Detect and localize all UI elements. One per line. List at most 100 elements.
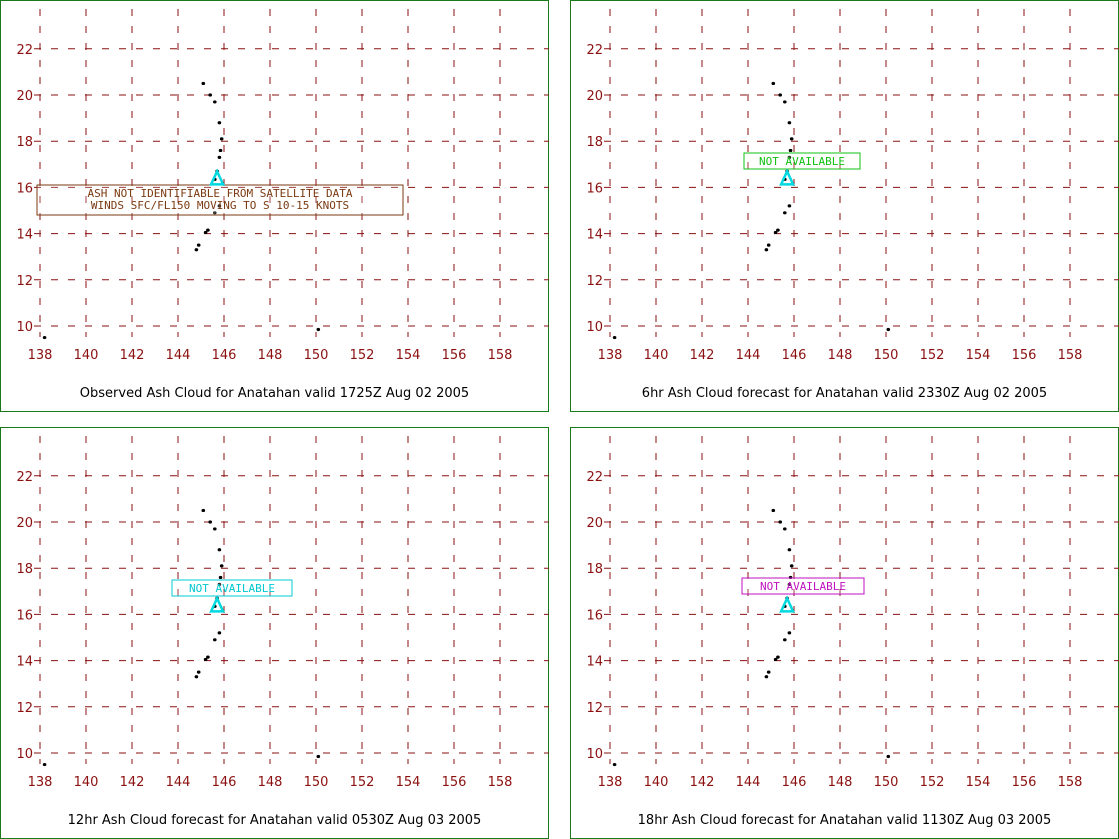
- island-dot: [194, 248, 199, 252]
- island-dot: [208, 93, 212, 97]
- island-dot: [766, 670, 771, 674]
- lon-tick-label: 144: [736, 775, 761, 790]
- status-note-box: [171, 579, 293, 597]
- grid-lines: [604, 9, 1119, 337]
- island-dot: [42, 762, 47, 767]
- lat-tick-label: 16: [16, 181, 33, 196]
- lat-tick-label: 18: [16, 135, 33, 150]
- island-dot: [316, 327, 321, 332]
- lon-tick-label: 142: [120, 348, 145, 363]
- island-dot: [194, 675, 199, 679]
- lat-tick-label: 16: [586, 181, 603, 196]
- island-dot: [771, 81, 776, 86]
- map-plot: 138 140 142 144 146 148 150 152 154 156 158 10 12 14 1…: [586, 9, 1119, 363]
- island-dot: [787, 155, 792, 159]
- island-dot: [771, 508, 776, 513]
- lat-tick-label: 22: [586, 470, 603, 485]
- island-dot: [217, 121, 222, 125]
- lat-tick-label: 10: [16, 747, 33, 762]
- volcano-triangle-icon: [209, 168, 226, 186]
- island-dot: [789, 564, 794, 568]
- lon-tick-label: 138: [28, 775, 53, 790]
- lon-tick-label: 154: [966, 348, 991, 363]
- lon-tick-label: 138: [598, 348, 623, 363]
- island-dot: [203, 657, 208, 662]
- lon-tick-label: 152: [350, 348, 375, 363]
- grid-lines: [34, 436, 549, 764]
- island-dot: [217, 631, 222, 635]
- status-note-box: [36, 184, 404, 216]
- lat-tick-label: 18: [16, 562, 33, 577]
- island-dot: [612, 335, 617, 340]
- lat-tick-label: 18: [586, 135, 603, 150]
- island-dot: [766, 243, 771, 247]
- island-dot: [787, 121, 792, 125]
- island-dot: [612, 762, 617, 767]
- volcano-triangle-icon: [779, 168, 796, 186]
- map-panel-12hr: 138 140 142 144 146 148 150 152 154 156 158 10 12 14 1…: [0, 427, 549, 839]
- grid-lines: [604, 436, 1119, 764]
- island-dot: [217, 204, 222, 208]
- lat-tick-label: 20: [16, 89, 33, 104]
- status-note-text: NOT AVAILABLE: [760, 580, 846, 593]
- island-dot: [778, 93, 782, 97]
- island-dot: [196, 243, 201, 247]
- lat-tick-label: 14: [586, 655, 603, 670]
- lon-tick-label: 142: [690, 348, 715, 363]
- map-plot: 138 140 142 144 146 148 150 152 154 156 158 10 12 14 1…: [16, 436, 549, 790]
- island-dot: [778, 520, 782, 524]
- lon-tick-label: 158: [488, 348, 513, 363]
- island-dot: [788, 148, 793, 153]
- lat-tick-label: 20: [586, 516, 603, 531]
- island-dot: [787, 548, 792, 552]
- island-dot: [783, 527, 787, 531]
- lat-tick-label: 12: [16, 274, 33, 289]
- panel-caption: 18hr Ash Cloud forecast for Anatahan val…: [637, 813, 1052, 828]
- lon-tick-label: 146: [782, 775, 807, 790]
- island-dot: [218, 148, 223, 153]
- lat-tick-label: 22: [16, 43, 33, 58]
- lon-tick-label: 150: [304, 775, 329, 790]
- lat-tick-label: 12: [586, 701, 603, 716]
- lat-tick-label: 10: [16, 320, 33, 335]
- lon-tick-label: 154: [396, 775, 421, 790]
- island-dot: [42, 335, 47, 340]
- lon-tick-label: 154: [396, 348, 421, 363]
- lat-tick-label: 18: [586, 562, 603, 577]
- island-dot: [886, 327, 891, 332]
- lon-tick-label: 152: [920, 775, 945, 790]
- lon-tick-label: 146: [212, 775, 237, 790]
- lon-tick-label: 138: [28, 348, 53, 363]
- lon-tick-label: 140: [644, 775, 669, 790]
- island-dot: [201, 508, 206, 513]
- lon-tick-label: 150: [874, 348, 899, 363]
- map-plot: 138 140 142 144 146 148 150 152 154 156 158 10 12 14 1…: [586, 436, 1119, 790]
- lon-tick-label: 140: [74, 775, 99, 790]
- lon-tick-label: 146: [212, 348, 237, 363]
- panel-caption: 6hr Ash Cloud forecast for Anatahan vali…: [641, 386, 1048, 401]
- island-dot: [783, 211, 787, 215]
- status-note-text: NOT AVAILABLE: [759, 155, 845, 168]
- lon-tick-label: 148: [828, 775, 853, 790]
- island-dot: [886, 754, 891, 759]
- island-dot: [201, 81, 206, 86]
- island-dot: [783, 638, 787, 642]
- status-note-box: [741, 577, 865, 595]
- lat-tick-label: 14: [16, 655, 33, 670]
- island-dot: [218, 575, 223, 580]
- island-dot: [196, 670, 201, 674]
- island-dot: [208, 520, 212, 524]
- lon-tick-label: 156: [442, 348, 467, 363]
- volcano-triangle-icon: [209, 595, 226, 613]
- lat-tick-label: 12: [586, 274, 603, 289]
- status-note-box: [743, 152, 861, 170]
- island-dot: [219, 564, 224, 568]
- lon-tick-label: 158: [488, 775, 513, 790]
- island-dot: [773, 230, 778, 235]
- island-dot: [787, 582, 792, 586]
- island-dot: [206, 228, 210, 232]
- island-dot: [764, 675, 769, 679]
- lon-tick-label: 140: [644, 348, 669, 363]
- lat-tick-label: 22: [586, 43, 603, 58]
- map-panel-6hr: 138 140 142 144 146 148 150 152 154 156 158 10 12 14 1…: [570, 0, 1119, 412]
